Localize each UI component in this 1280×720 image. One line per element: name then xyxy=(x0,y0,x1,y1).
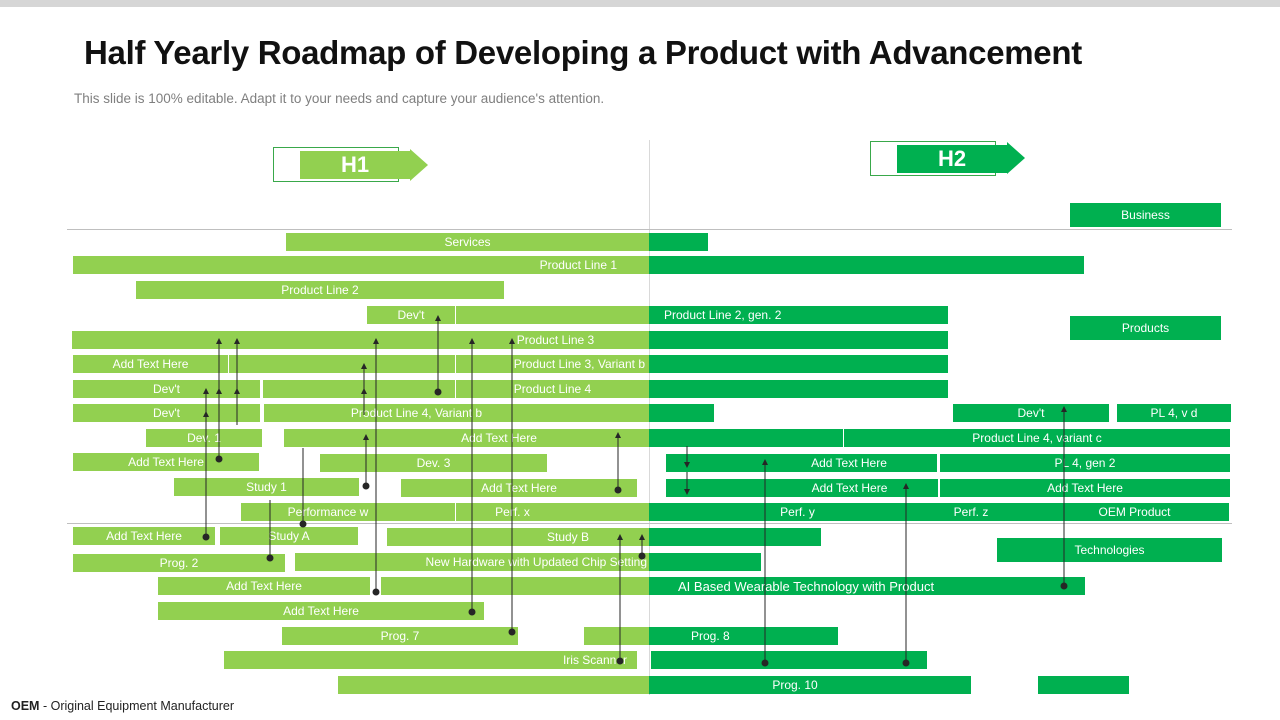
bar-pl4-vd: PL 4, v d xyxy=(1117,404,1231,422)
bar-prog-10-h1 xyxy=(338,676,649,694)
bar-r2-mid xyxy=(263,380,455,398)
bar-product-line-4-variant-c: Product Line 4, variant c xyxy=(844,429,1230,447)
footnote: OEM - Original Equipment Manufacturer xyxy=(11,699,234,713)
bar-prog-10: Prog. 10 xyxy=(649,676,971,694)
bar-product-line-2-gen-2: Product Line 2, gen. 2 xyxy=(649,306,948,324)
bar-product-line-1-h2 xyxy=(649,256,1084,274)
category-technologies: Technologies xyxy=(997,538,1222,562)
bar-product-line-4-variant-b: Product Line 4, Variant b xyxy=(264,404,649,422)
category-business: Business xyxy=(1070,203,1221,227)
bar-add-text-r7: Add Text Here xyxy=(940,479,1230,497)
top-accent-bar xyxy=(0,0,1280,7)
bar-study-1: Study 1 xyxy=(174,478,359,496)
bar-performance-w: Performance w xyxy=(241,503,455,521)
bar-r3-h2-a xyxy=(649,429,843,447)
bar-services-h2 xyxy=(649,233,708,251)
bar-oem-product: OEM Product xyxy=(1040,503,1229,521)
bar-iris-scanner-h2 xyxy=(651,651,927,669)
footnote-definition: - Original Equipment Manufacturer xyxy=(39,699,235,713)
bar-pl4-gen-2: PL 4, gen 2 xyxy=(940,454,1230,472)
bar-product-line-3: Product Line 3 xyxy=(72,331,649,349)
bar-product-line-4-h2 xyxy=(649,380,948,398)
bar-add-text-r4: Add Text Here xyxy=(666,454,937,472)
h2-arrow-icon xyxy=(1007,142,1025,174)
bar-product-line-3-h2 xyxy=(649,331,948,349)
bar-new-hardware: New Hardware with Updated Chip Setting xyxy=(295,553,649,571)
bar-study-b-h2 xyxy=(649,528,821,546)
bar-product-line-2: Product Line 2 xyxy=(136,281,504,299)
bar-prog-2: Prog. 2 xyxy=(73,554,285,572)
bar-perf-x: Perf. x xyxy=(456,503,649,521)
bar-product-line-4-variant-b-h2 xyxy=(649,404,714,422)
bar-devt-a: Dev't xyxy=(367,306,455,324)
bar-add-text-r3: Add Text Here xyxy=(73,453,259,471)
bar-product-line-3-variant-b-h2 xyxy=(649,355,948,373)
bar-prog-8-h1 xyxy=(584,627,649,645)
bar-study-a: Study A xyxy=(220,527,358,545)
bar-r1-mid xyxy=(229,355,455,373)
bar-devt-a-continuation xyxy=(456,306,649,324)
bar-product-line-4: Product Line 4 xyxy=(456,380,649,398)
bar-add-text-r2: Add Text Here xyxy=(284,429,649,447)
bar-r9-mid xyxy=(381,577,649,595)
bar-devt-d: Dev't xyxy=(953,404,1109,422)
bar-new-hardware-h2 xyxy=(649,553,761,571)
h2-marker: H2 xyxy=(897,145,1007,173)
bar-product-line-1: Product Line 1 xyxy=(73,256,649,274)
bar-dev-3: Dev. 3 xyxy=(320,454,547,472)
bar-product-line-3-variant-b: Product Line 3, Variant b xyxy=(456,355,649,373)
page-subtitle: This slide is 100% editable. Adapt it to… xyxy=(74,91,605,106)
h1-marker: H1 xyxy=(300,151,410,179)
category-products: Products xyxy=(1070,316,1221,340)
bar-devt-c: Dev't xyxy=(73,404,260,422)
bar-study-b: Study B xyxy=(387,528,649,546)
page-title: Half Yearly Roadmap of Developing a Prod… xyxy=(84,34,1082,71)
business-section-divider xyxy=(67,229,1232,230)
bar-iris-scanner: Iris Scanner xyxy=(224,651,637,669)
technology-section-divider xyxy=(67,523,1232,524)
bar-prog-8: Prog. 8 xyxy=(649,627,838,645)
bar-services: Services xyxy=(286,233,649,251)
bar-prog-7: Prog. 7 xyxy=(282,627,518,645)
bar-prog-10-extra xyxy=(1038,676,1129,694)
bar-add-text-r1: Add Text Here xyxy=(73,355,228,373)
bar-add-text-r6: Add Text Here xyxy=(666,479,938,497)
bar-devt-b: Dev't xyxy=(73,380,260,398)
h1-arrow-icon xyxy=(410,149,428,181)
bar-dev-1: Dev. 1 xyxy=(146,429,262,447)
bar-add-text-r9: Add Text Here xyxy=(158,577,370,595)
bar-ai-wearable: AI Based Wearable Technology with Produc… xyxy=(649,577,1085,595)
bar-add-text-r5: Add Text Here xyxy=(401,479,637,497)
bar-perf-z: Perf. z xyxy=(846,503,1096,521)
bar-add-text-r8: Add Text Here xyxy=(73,527,215,545)
bar-add-text-r10: Add Text Here xyxy=(158,602,484,620)
footnote-abbreviation: OEM xyxy=(11,699,40,713)
